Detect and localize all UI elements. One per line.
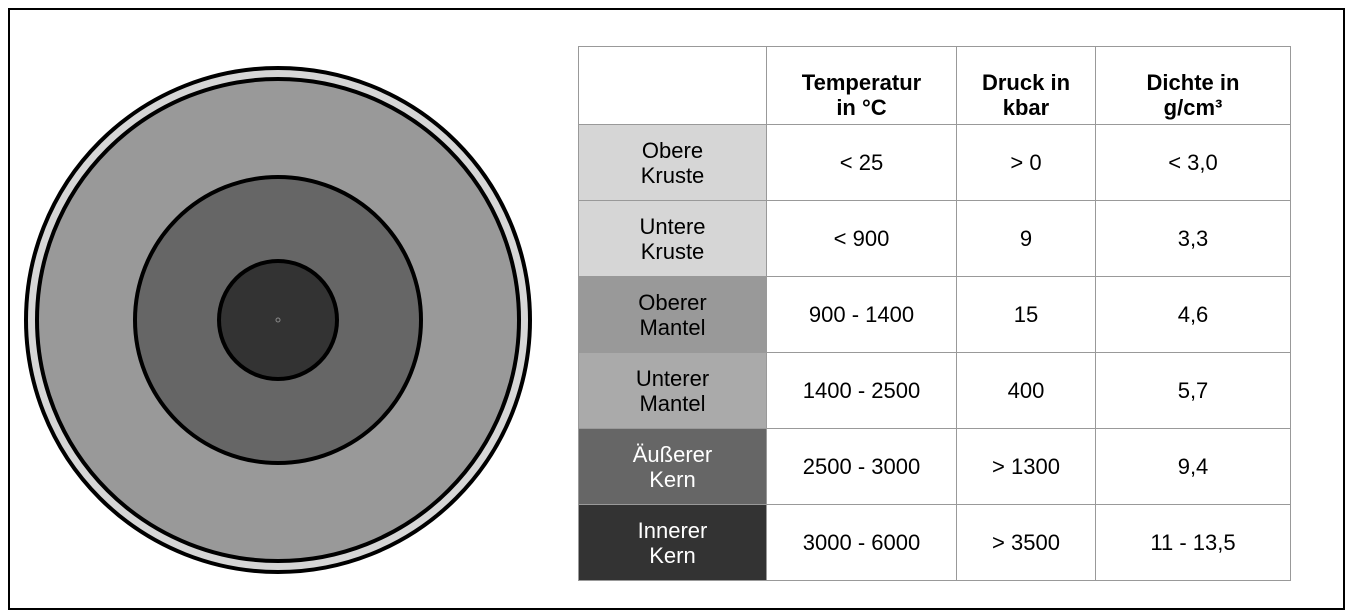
layer-label-text: Untere Kruste: [618, 214, 728, 264]
table-cell-text: 5,7: [1178, 378, 1209, 403]
layer-label: Äußerer Kern: [579, 429, 767, 505]
table-cell-text: 3,3: [1178, 226, 1209, 251]
layer-table: Temperatur in °C Druck in kbar Dichte in g…: [578, 46, 1291, 581]
table-cell: > 0: [957, 125, 1096, 201]
table-cell-text: 15: [1014, 302, 1038, 327]
layer-label: Obere Kruste: [579, 125, 767, 201]
table-cell: 400: [957, 353, 1096, 429]
header-row: Temperatur in °C Druck in kbar Dichte in g…: [579, 47, 1291, 125]
layer-label: Innerer Kern: [579, 505, 767, 581]
table-cell: 9,4: [1096, 429, 1291, 505]
inner-core: [219, 261, 337, 379]
layer-label-text: Unterer Mantel: [618, 366, 728, 416]
table-cell: > 3500: [957, 505, 1096, 581]
table-cell-text: 9: [1020, 226, 1032, 251]
table-cell: 2500 - 3000: [767, 429, 957, 505]
header-cell-text: Dichte in g/cm³: [1128, 70, 1258, 120]
table-cell: < 25: [767, 125, 957, 201]
table-row: Innerer Kern 3000 - 6000 > 3500 11 - 13,5: [579, 505, 1291, 581]
table-row: Obere Kruste < 25 > 0 < 3,0: [579, 125, 1291, 201]
table-row: Unterer Mantel 1400 - 2500 400 5,7: [579, 353, 1291, 429]
table-cell: 900 - 1400: [767, 277, 957, 353]
table-cell-text: 3000 - 6000: [803, 530, 920, 555]
header-cell: Druck in kbar: [957, 47, 1096, 125]
header-cell-text: Druck in kbar: [976, 70, 1076, 120]
table-cell-text: < 900: [834, 226, 890, 251]
header-cell: Dichte in g/cm³: [1096, 47, 1291, 125]
table-cell: 3,3: [1096, 201, 1291, 277]
table-cell: < 900: [767, 201, 957, 277]
layer-label: Untere Kruste: [579, 201, 767, 277]
table-cell-text: < 25: [840, 150, 883, 175]
table-cell: 4,6: [1096, 277, 1291, 353]
table-cell: 3000 - 6000: [767, 505, 957, 581]
table-cell-text: 11 - 13,5: [1150, 530, 1235, 555]
layer-label: Unterer Mantel: [579, 353, 767, 429]
layer-label-text: Obere Kruste: [618, 138, 728, 188]
table-cell-text: < 3,0: [1168, 150, 1218, 175]
table-cell: 5,7: [1096, 353, 1291, 429]
header-cell: [579, 47, 767, 125]
table-cell-text: > 0: [1010, 150, 1041, 175]
header-cell-text: Temperatur in °C: [797, 70, 927, 120]
table-cell-text: 400: [1008, 378, 1045, 403]
table-cell: > 1300: [957, 429, 1096, 505]
table-cell-text: 1400 - 2500: [803, 378, 920, 403]
table-cell-text: > 3500: [992, 530, 1060, 555]
table-cell-text: > 1300: [992, 454, 1060, 479]
table-cell: < 3,0: [1096, 125, 1291, 201]
table-row: Äußerer Kern 2500 - 3000 > 1300 9,4: [579, 429, 1291, 505]
frame: Temperatur in °C Druck in kbar Dichte in g…: [8, 8, 1345, 610]
layer-label: Oberer Mantel: [579, 277, 767, 353]
header-cell: Temperatur in °C: [767, 47, 957, 125]
table-cell-text: 9,4: [1178, 454, 1209, 479]
layer-label-text: Innerer Kern: [618, 518, 728, 568]
table-row: Untere Kruste < 900 9 3,3: [579, 201, 1291, 277]
layer-label-text: Oberer Mantel: [618, 290, 728, 340]
table-row: Oberer Mantel 900 - 1400 15 4,6: [579, 277, 1291, 353]
layer-label-text: Äußerer Kern: [618, 442, 728, 492]
table-cell: 11 - 13,5: [1096, 505, 1291, 581]
table-cell: 15: [957, 277, 1096, 353]
table-cell-text: 2500 - 3000: [803, 454, 920, 479]
table-cell: 9: [957, 201, 1096, 277]
table-cell-text: 4,6: [1178, 302, 1209, 327]
table-cell-text: 900 - 1400: [809, 302, 914, 327]
table-cell: 1400 - 2500: [767, 353, 957, 429]
